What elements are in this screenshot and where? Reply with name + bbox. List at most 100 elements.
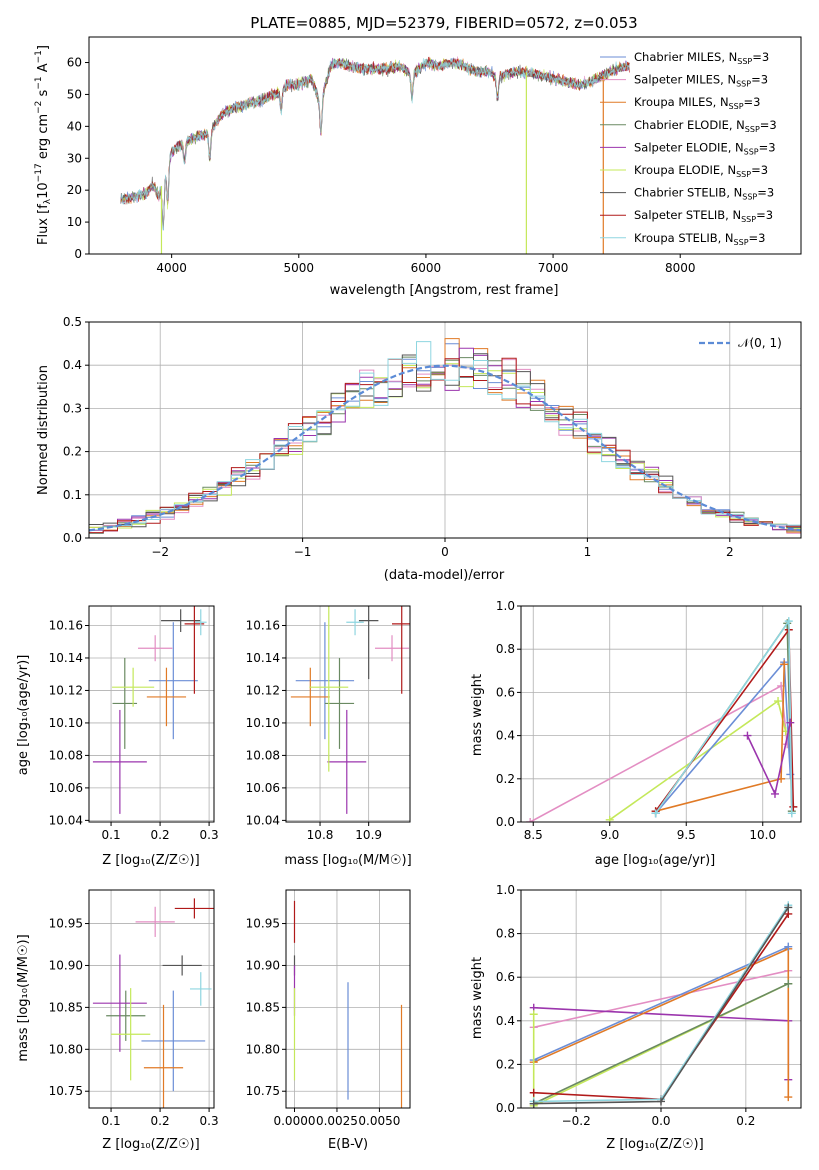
z-weight-weight-marker — [784, 979, 793, 988]
age-vs-z-y-label: age [log₁₀(age/yr)] — [16, 655, 31, 776]
age-weight-y-tick-label: 0.0 — [496, 815, 515, 829]
z-weight-y-label: mass weight — [470, 957, 485, 1039]
age-vs-mass-y-tick-label: 10.14 — [246, 651, 280, 665]
mass-vs-z-errorbar-point — [92, 954, 147, 1052]
z-weight-y-tick-label: 0.8 — [496, 927, 515, 941]
age-weight-y-tick-label: 0.6 — [496, 685, 515, 699]
age-weight-weight-line-4 — [654, 660, 792, 814]
age-weight-weight-marker — [780, 660, 789, 669]
age-vs-z-errorbar-point — [92, 709, 147, 814]
mass-vs-z-errorbar-point — [189, 972, 212, 1006]
histogram-x-tick-label: 1 — [584, 545, 592, 559]
age-vs-mass-errorbar-point — [309, 606, 349, 772]
z-weight-weight-line-1 — [533, 969, 789, 1029]
age-weight-x-tick-label: 8.5 — [524, 828, 543, 842]
mass-vs-z-axes-frame — [88, 889, 215, 1109]
age-weight-weight-marker — [651, 809, 660, 818]
mass-vs-extinction-panel: E(B-V) 0.0000 0.0025 0.0050 10.75 10.80 10.85… — [246, 889, 411, 1152]
age-weight-axes-frame — [520, 605, 802, 823]
mass-vs-ebv-x-tick-label: 0.0000 — [273, 1114, 315, 1128]
mass-vs-z-errorbar-point — [135, 906, 175, 937]
z-weight-weight-marker — [529, 1088, 538, 1097]
mass-vs-z-errorbar-point — [174, 898, 214, 919]
spectrum-y-tick-label: 30 — [67, 151, 82, 165]
mass-vs-z-errorbar-point — [141, 990, 206, 1092]
age-weight-weight-marker — [743, 731, 752, 740]
spectrum-model-line-1 — [120, 57, 630, 231]
histogram-x-label: (data-model)/error — [384, 568, 505, 583]
age-vs-z-errorbar-point — [161, 609, 201, 632]
age-vs-mass-y-tick-label: 10.10 — [246, 716, 280, 730]
age-vs-metallicity-panel: Z [log₁₀(Z/Z☉)] age [log₁₀(age/yr)] 0.1 0… — [16, 605, 219, 868]
spectrum-legend-label: Salpeter MILES, NSSP=3 — [634, 73, 768, 89]
spectrum-legend-label: Salpeter ELODIE, NSSP=3 — [634, 140, 776, 156]
age-vs-mass-panel: mass [log₁₀(M/M☉)] 10.8 10.9 10.04 10.06 10.… — [246, 605, 412, 868]
spectrum-model-line-7 — [120, 58, 630, 228]
mass-vs-ebv-x-label: E(B-V) — [328, 1137, 368, 1152]
mass-vs-z-errorbar-point — [143, 1004, 184, 1108]
histogram-y-tick-label: 0.3 — [63, 401, 82, 415]
z-weight-y-tick-label: 0.2 — [496, 1057, 515, 1071]
spectrum-y-tick-label: 10 — [67, 215, 82, 229]
age-weight-weight-marker — [784, 617, 793, 626]
age-weight-x-label: age [log₁₀(age/yr)] — [595, 853, 716, 868]
age-weight-x-tick-label: 10.0 — [749, 828, 776, 842]
age-vs-z-axes-frame — [88, 605, 215, 823]
age-vs-mass-errorbar-point — [327, 709, 367, 814]
age-vs-mass-x-label: mass [log₁₀(M/M☉)] — [284, 853, 411, 868]
age-vs-z-y-tick-label: 10.12 — [49, 683, 83, 697]
z-weight-weight-marker — [529, 1010, 538, 1019]
histogram-y-tick-label: 0.4 — [63, 358, 82, 372]
spectrum-axes-frame — [88, 36, 802, 255]
age-vs-z-y-tick-label: 10.08 — [49, 748, 83, 762]
histogram-x-tick-label: −2 — [151, 545, 169, 559]
spectrum-legend-label: Chabrier STELIB, NSSP=3 — [634, 186, 774, 202]
histogram-y-tick-label: 0.1 — [63, 488, 82, 502]
age-vs-z-y-tick-label: 10.10 — [49, 716, 83, 730]
mass-vs-z-x-tick-label: 0.2 — [151, 1114, 170, 1128]
z-weight-x-label: Z [log₁₀(Z/Z☉)] — [606, 1137, 703, 1152]
normal-reference-curve — [89, 364, 801, 532]
mass-vs-z-y-tick-label: 10.90 — [49, 958, 83, 972]
mass-vs-ebv-y-tick-label: 10.80 — [246, 1042, 280, 1056]
age-vs-z-errorbar-point — [148, 622, 198, 740]
residual-histogram-panel: −2 −1 0 1 2 0.0 0.1 0.2 0.3 0.4 0.5 𝒩(0, 1) (data-… — [36, 315, 802, 583]
age-vs-mass-x-tick-label: 10.9 — [355, 828, 382, 842]
spectrum-legend-label: Chabrier MILES, NSSP=3 — [634, 50, 769, 66]
spectrum-y-label: Flux [fλ10−17 erg cm−2 s−1 A−1] — [34, 45, 53, 245]
mass-vs-ebv-y-tick-label: 10.90 — [246, 958, 280, 972]
spectrum-model-line-4 — [120, 58, 630, 227]
age-vs-z-x-tick-label: 0.3 — [200, 828, 219, 842]
mass-vs-z-y-label: mass [log₁₀(M/M☉)] — [16, 934, 31, 1061]
age-vs-mass-errorbar-point — [358, 606, 379, 680]
spectrum-title: PLATE=0885, MJD=52379, FIBERID=0572, z=0… — [250, 14, 637, 32]
spectrum-y-tick-label: 60 — [67, 56, 82, 70]
z-weight-weight-marker — [529, 1099, 538, 1108]
z-weight-weight-line-6 — [533, 982, 789, 1105]
spectrum-model-line-6 — [120, 58, 630, 230]
age-weight-weight-line-8 — [746, 722, 792, 797]
mass-vs-ebv-axes-frame — [285, 889, 411, 1109]
mass-vs-ebv-y-tick-label: 10.85 — [246, 1000, 280, 1014]
z-weight-y-tick-label: 0.4 — [496, 1014, 515, 1028]
spectrum-legend-label: Chabrier ELODIE, NSSP=3 — [634, 118, 777, 134]
mass-vs-z-y-tick-label: 10.75 — [49, 1084, 83, 1098]
metallicity-mass-weight-panel: Z [log₁₀(Z/Z☉)] mass weight −0.2 0.0 0.2 0.… — [470, 883, 802, 1152]
spectrum-x-tick-label: 4000 — [156, 261, 187, 275]
spectrum-legend-label: Kroupa ELODIE, NSSP=3 — [634, 163, 768, 179]
z-weight-axes-frame — [520, 889, 802, 1109]
z-weight-x-tick-label: 0.0 — [651, 1114, 670, 1128]
age-vs-mass-errorbar-point — [290, 667, 330, 727]
z-weight-y-tick-label: 1.0 — [496, 883, 515, 897]
age-weight-weight-marker — [770, 789, 779, 798]
spectrum-x-tick-label: 5000 — [284, 261, 315, 275]
age-weight-weight-marker — [605, 815, 614, 822]
age-vs-z-y-tick-label: 10.14 — [49, 651, 83, 665]
age-vs-z-y-tick-label: 10.06 — [49, 781, 83, 795]
age-vs-mass-errorbar-point — [346, 609, 364, 636]
age-weight-x-tick-label: 9.5 — [677, 828, 696, 842]
spectrum-legend-label: Salpeter STELIB, NSSP=3 — [634, 208, 773, 224]
spectrum-legend-label: Kroupa STELIB, NSSP=3 — [634, 231, 765, 247]
mass-vs-ebv-y-tick-label: 10.95 — [246, 917, 280, 931]
